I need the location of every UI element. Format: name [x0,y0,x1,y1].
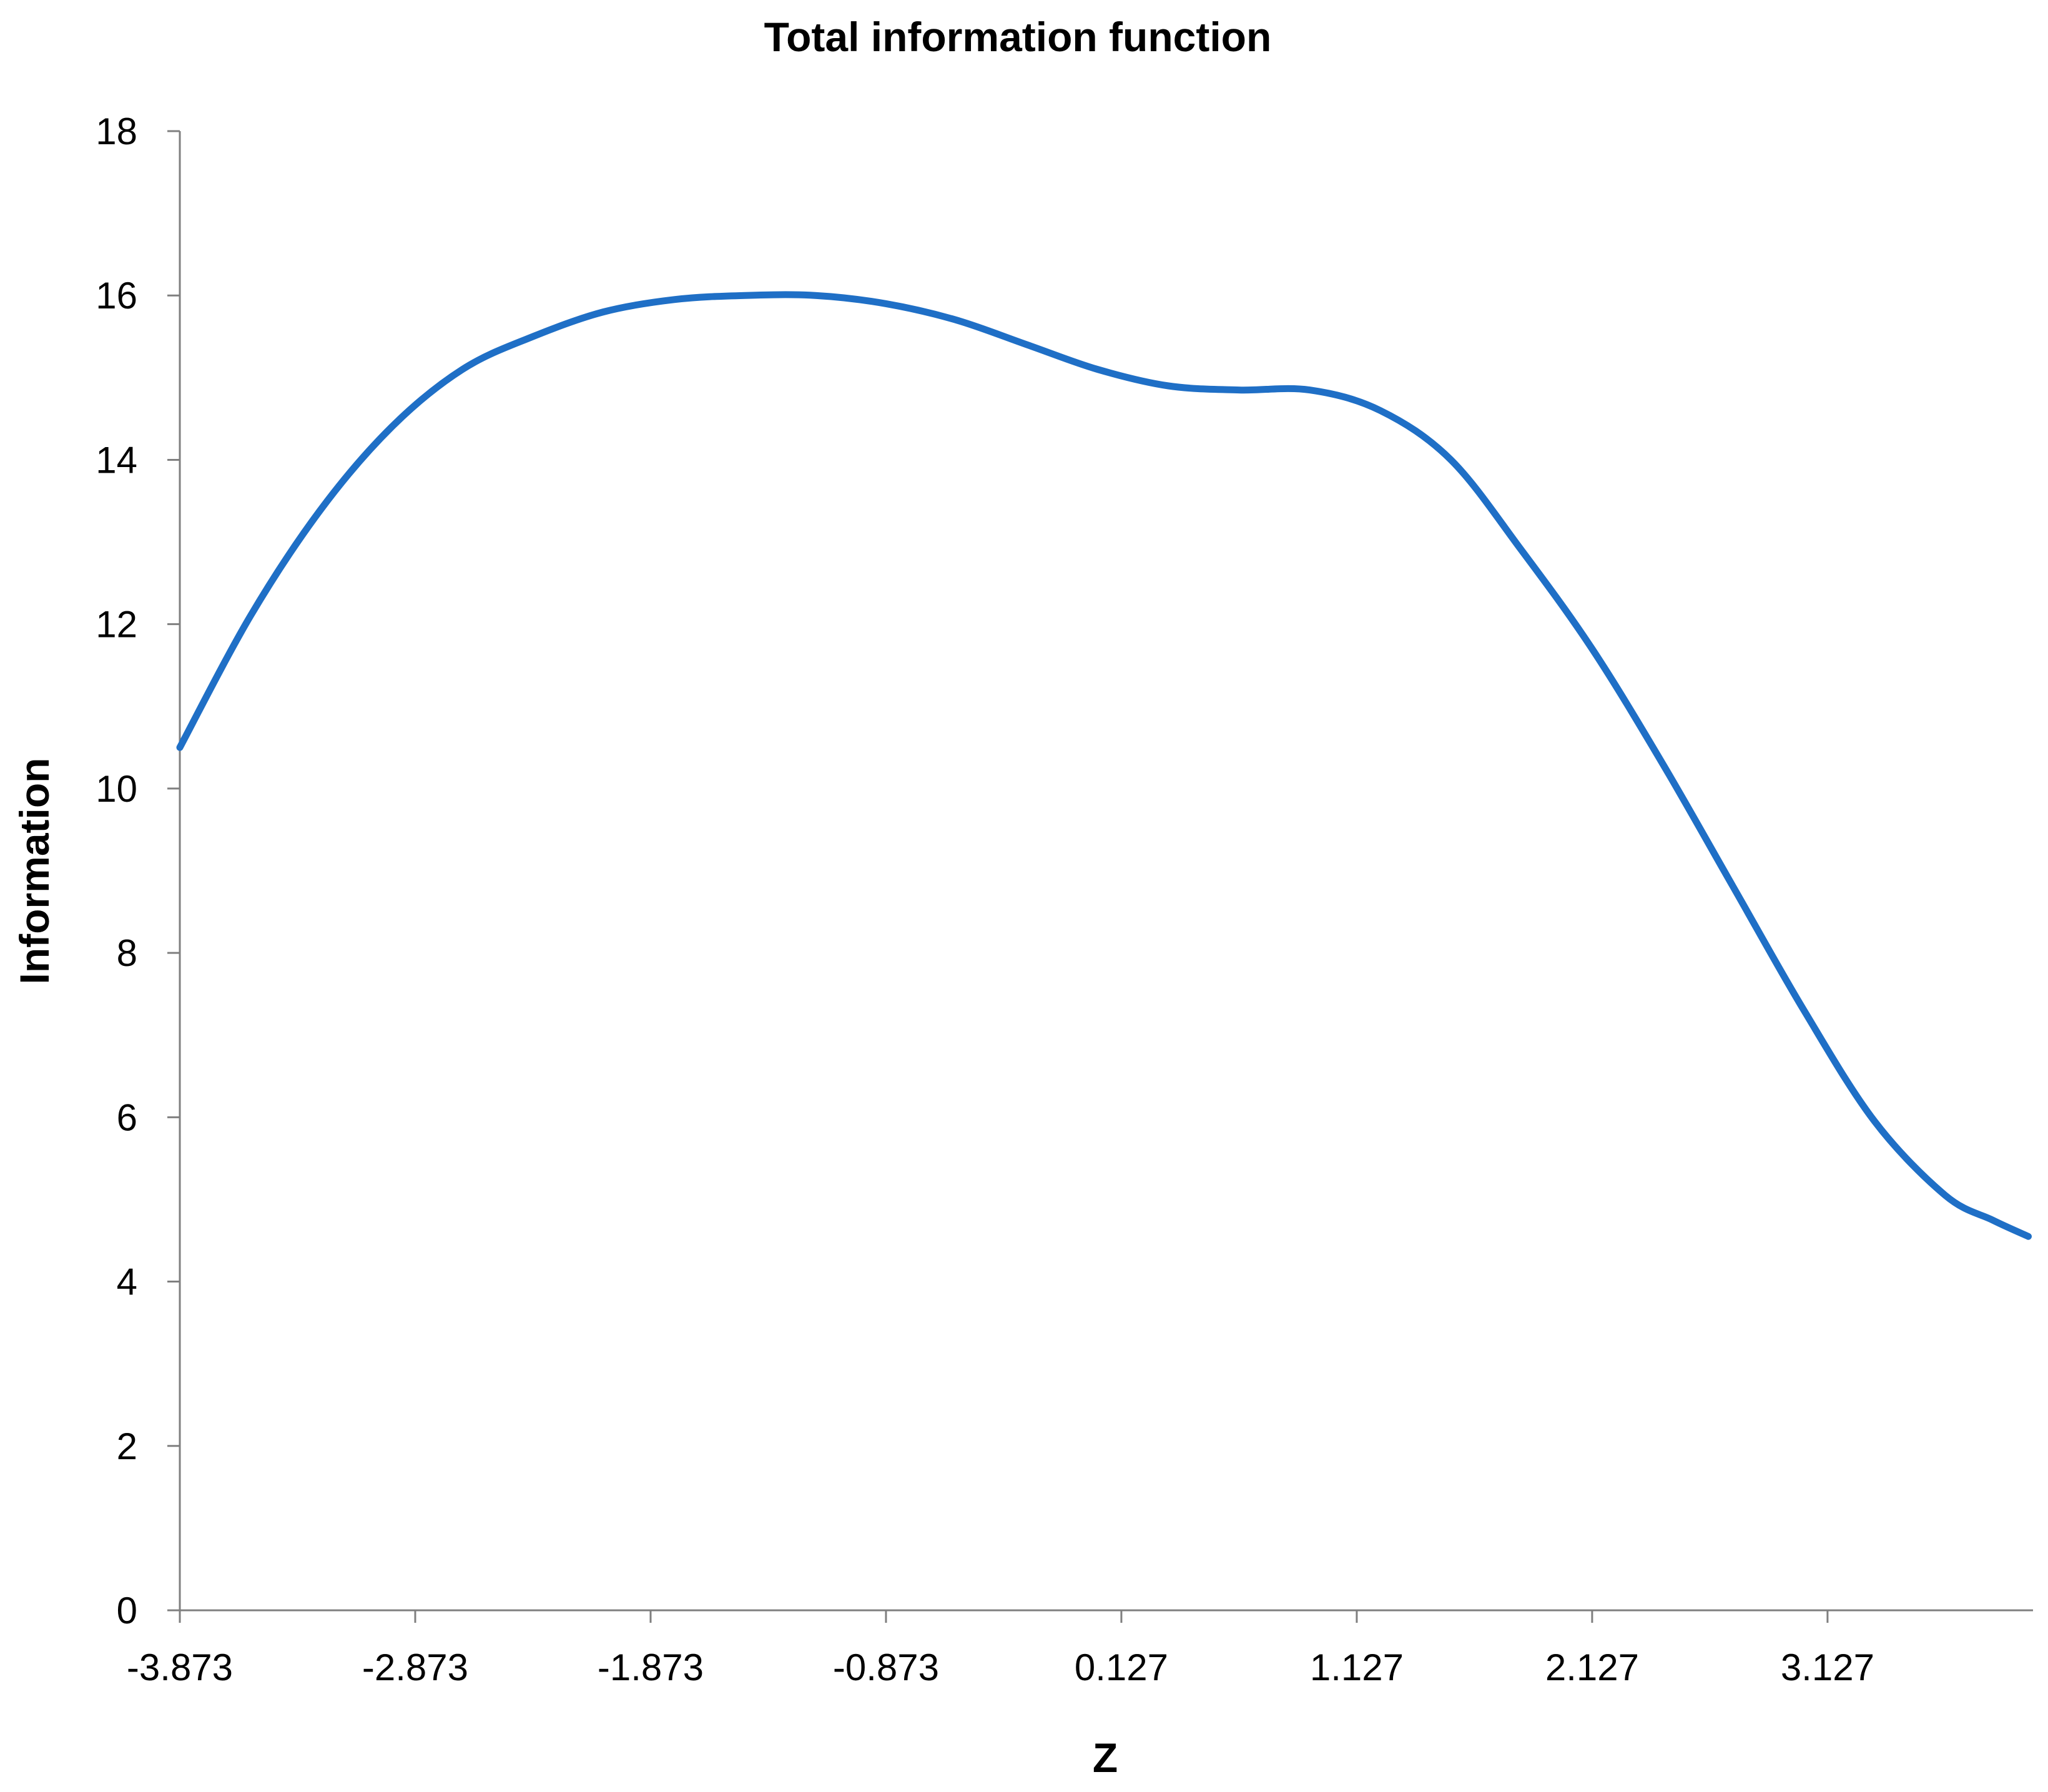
y-tick-label: 8 [117,932,137,974]
x-ticks: -3.873 -2.873 -1.873 -0.873 0.127 1.127 2.127 3… [127,1610,1874,1688]
y-tick-label: 2 [117,1425,137,1467]
x-tick-label: 2.127 [1545,1647,1639,1688]
series-line [176,291,2032,1240]
x-tick-label: -3.873 [127,1647,233,1688]
x-tick-label: 0.127 [1075,1647,1168,1688]
x-tick-label: 3.127 [1781,1647,1874,1688]
x-tick-label: 1.127 [1310,1647,1404,1688]
y-tick-label: 18 [96,111,137,152]
y-tick-label: 4 [117,1261,137,1303]
y-tick-label: 6 [117,1096,137,1138]
y-axis-title: Information [11,758,57,985]
series-group [176,291,2032,1240]
axes [179,131,2033,1612]
y-tick-label: 16 [96,275,137,317]
x-axis-title: Z [1093,1735,1118,1781]
y-ticks: 0 2 4 6 8 10 12 14 16 18 [96,111,180,1632]
x-tick-label: -1.873 [598,1647,704,1688]
y-tick-label: 10 [96,768,137,810]
y-tick-label: 0 [117,1590,137,1632]
y-tick-label: 12 [96,604,137,646]
x-tick-label: -2.873 [362,1647,468,1688]
chart-title: Total information function [764,14,1272,60]
y-tick-label: 14 [96,439,137,481]
x-tick-label: -0.873 [833,1647,939,1688]
